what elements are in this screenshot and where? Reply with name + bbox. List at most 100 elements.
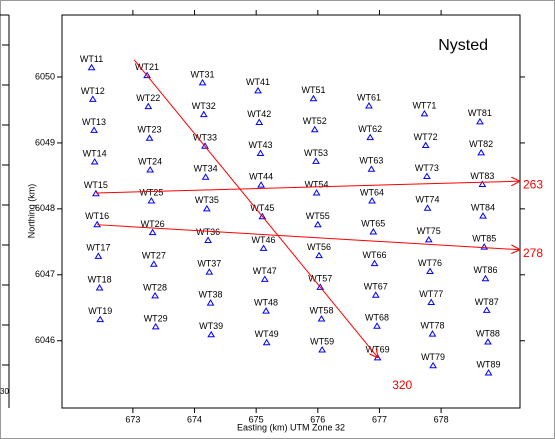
turbine-label: WT64 bbox=[360, 187, 384, 197]
turbine-label: WT33 bbox=[193, 133, 217, 143]
turbine-label: WT69 bbox=[366, 344, 390, 354]
turbine-marker bbox=[428, 330, 437, 337]
turbine-label: WT89 bbox=[477, 359, 501, 369]
turbine-marker bbox=[367, 165, 376, 172]
turbine-marker bbox=[365, 102, 373, 109]
turbine-marker bbox=[313, 220, 322, 228]
turbine-marker bbox=[426, 267, 434, 275]
left-panel-label: 30 bbox=[0, 387, 9, 396]
turbine-marker bbox=[259, 244, 268, 251]
turbine-marker bbox=[373, 322, 381, 329]
turbine-marker bbox=[260, 275, 269, 282]
turbine-marker bbox=[149, 260, 158, 267]
turbine-label: WT29 bbox=[144, 313, 168, 323]
turbine-label: WT25 bbox=[139, 187, 163, 197]
turbine-marker bbox=[476, 117, 484, 125]
turbine-marker bbox=[310, 125, 319, 133]
turbine-marker bbox=[312, 157, 320, 164]
transect-line bbox=[95, 181, 520, 194]
turbine-label: WT55 bbox=[306, 211, 330, 221]
x-axis-label: Easting (km) UTM Zone 32 bbox=[237, 422, 345, 432]
turbine-marker bbox=[478, 180, 487, 187]
turbine-marker bbox=[87, 63, 96, 71]
turbine-label: WT86 bbox=[473, 265, 497, 275]
turbine-label: WT56 bbox=[307, 242, 331, 252]
turbine-marker bbox=[199, 110, 208, 118]
turbine-marker bbox=[480, 243, 489, 250]
turbine-marker bbox=[262, 307, 270, 314]
transect-line bbox=[133, 59, 378, 358]
turbine-marker bbox=[369, 227, 378, 235]
turbine-marker bbox=[198, 78, 207, 86]
turbine-label: WT15 bbox=[84, 180, 108, 190]
turbine-label: WT18 bbox=[88, 274, 112, 284]
turbine-label: WT47 bbox=[253, 266, 277, 276]
turbine-marker bbox=[366, 133, 375, 141]
turbine-label: WT27 bbox=[142, 251, 166, 261]
turbine-label: WT42 bbox=[247, 109, 271, 119]
turbine-marker bbox=[201, 142, 209, 149]
turbine-marker bbox=[479, 212, 487, 219]
turbine-marker bbox=[93, 220, 102, 228]
turbine-label: WT37 bbox=[197, 259, 221, 269]
turbine-label: WT71 bbox=[412, 100, 436, 110]
turbine-label: WT79 bbox=[421, 352, 445, 362]
turbine-label: WT53 bbox=[304, 148, 328, 158]
turbine-label: WT68 bbox=[365, 313, 389, 323]
turbine-marker bbox=[318, 346, 327, 353]
turbine-label: WT34 bbox=[194, 164, 218, 174]
x-tick-label: 676 bbox=[310, 414, 325, 424]
left-panel-edge bbox=[0, 14, 10, 408]
turbine-marker bbox=[477, 148, 486, 156]
turbine-label: WT35 bbox=[195, 195, 219, 205]
turbine-marker bbox=[481, 274, 490, 282]
turbine-label: WT66 bbox=[363, 250, 387, 260]
turbine-label: WT19 bbox=[88, 306, 112, 316]
turbine-marker bbox=[368, 196, 376, 204]
turbine-marker bbox=[94, 252, 103, 259]
turbine-marker bbox=[143, 71, 151, 79]
turbine-label: WT76 bbox=[418, 258, 442, 268]
turbine-marker bbox=[315, 251, 323, 259]
turbine-marker bbox=[370, 259, 379, 267]
y-tick-label: 6046 bbox=[35, 335, 55, 345]
turbine-marker bbox=[429, 361, 437, 369]
turbine-marker bbox=[205, 268, 214, 275]
turbine-label: WT73 bbox=[415, 163, 439, 173]
turbine-marker bbox=[96, 315, 105, 323]
turbine-label: WT24 bbox=[138, 156, 162, 166]
turbine-marker bbox=[146, 165, 155, 173]
turbine-label: WT22 bbox=[136, 93, 160, 103]
x-tick-label: 673 bbox=[125, 414, 140, 424]
turbine-label: WT63 bbox=[359, 156, 383, 166]
turbine-label: WT31 bbox=[191, 69, 215, 79]
turbine-label: WT52 bbox=[303, 116, 327, 126]
turbine-marker bbox=[423, 172, 431, 180]
turbine-marker bbox=[257, 181, 265, 188]
turbine-label: WT38 bbox=[199, 290, 223, 300]
x-tick-label: 675 bbox=[249, 414, 264, 424]
transect-line bbox=[97, 224, 520, 250]
turbine-label: WT12 bbox=[81, 86, 105, 96]
turbine-label: WT46 bbox=[252, 235, 276, 245]
turbine-marker bbox=[484, 338, 492, 345]
turbine-label: WT84 bbox=[471, 202, 495, 212]
turbine-marker bbox=[262, 338, 271, 346]
turbine-label: WT61 bbox=[357, 92, 381, 102]
turbine-marker bbox=[151, 322, 160, 330]
turbine-label: WT28 bbox=[143, 282, 167, 292]
turbine-marker bbox=[254, 86, 262, 94]
turbine-label: WT54 bbox=[305, 179, 329, 189]
x-tick-label: 674 bbox=[187, 414, 202, 424]
turbine-label: WT43 bbox=[248, 140, 272, 150]
turbine-marker bbox=[317, 315, 326, 322]
transect-label: 263 bbox=[523, 177, 543, 191]
turbine-marker bbox=[256, 149, 265, 156]
turbine-label: WT88 bbox=[476, 328, 500, 338]
turbine-label: WT57 bbox=[308, 274, 332, 284]
turbine-marker bbox=[201, 173, 210, 180]
turbine-label: WT16 bbox=[85, 211, 109, 221]
chart-title: Nysted bbox=[438, 37, 488, 54]
turbine-label: WT65 bbox=[361, 218, 385, 228]
